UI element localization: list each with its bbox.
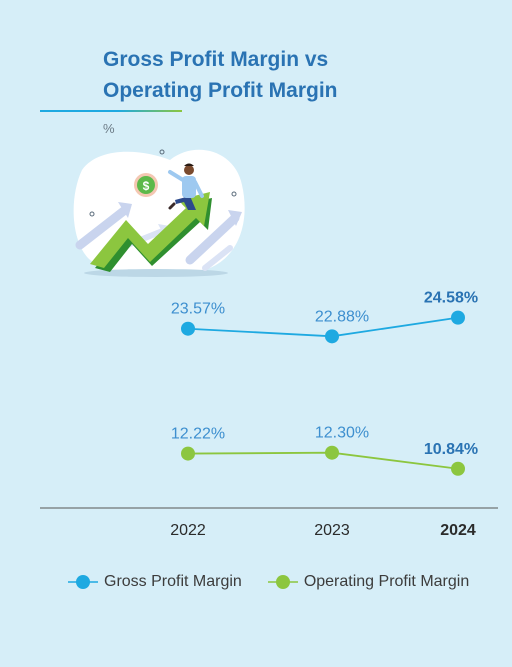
operating-series-line xyxy=(187,451,459,470)
gross-point-2022 xyxy=(181,321,195,336)
operating-data-label-2024: 10.84% xyxy=(424,441,478,458)
x-tick-label-2024: 2024 xyxy=(440,522,476,539)
gross-profit-margin-series: 23.57% 22.88% 24.58% xyxy=(171,290,478,344)
legend-marker-operating xyxy=(267,575,298,589)
legend-item-gross: Gross Profit Margin xyxy=(68,573,242,591)
line-chart: 23.57% 22.88% 24.58% 12.22% 12.30% 10.84% 20… xyxy=(40,290,498,539)
operating-point-2023 xyxy=(325,445,339,460)
growth-arrow-businessman-icon: $ xyxy=(73,149,245,277)
gross-point-2023 xyxy=(325,329,339,344)
chart-title-line-2: Operating Profit Margin xyxy=(103,79,338,102)
x-tick-label-2022: 2022 xyxy=(170,522,206,539)
chart-title-line-1: Gross Profit Margin vs xyxy=(103,48,329,71)
dollar-symbol: $ xyxy=(143,179,150,193)
operating-profit-margin-series: 12.22% 12.30% 10.84% xyxy=(171,425,478,476)
legend: Gross Profit Margin Operating Profit Mar… xyxy=(68,573,495,591)
x-tick-label-2023: 2023 xyxy=(314,522,350,539)
operating-data-label-2023: 12.30% xyxy=(315,425,369,442)
legend-label-gross: Gross Profit Margin xyxy=(104,573,242,590)
gross-data-label-2022: 23.57% xyxy=(171,301,225,318)
operating-point-2024 xyxy=(451,461,465,476)
legend-label-operating: Operating Profit Margin xyxy=(303,573,470,590)
operating-data-label-2022: 12.22% xyxy=(171,426,225,443)
x-axis-tick-labels: 2022 2023 2024 xyxy=(170,522,476,539)
legend-marker-gross xyxy=(68,575,98,589)
legend-item-operating: Operating Profit Margin xyxy=(267,573,470,591)
unit-label: % xyxy=(103,121,115,136)
gross-data-label-2023: 22.88% xyxy=(315,308,369,325)
operating-point-2022 xyxy=(181,446,195,461)
gross-point-2024 xyxy=(451,310,465,325)
title-underline xyxy=(40,110,182,112)
gross-data-label-2024: 24.58% xyxy=(424,290,478,307)
chart-title: Gross Profit Margin vs Operating Profit … xyxy=(103,44,338,106)
